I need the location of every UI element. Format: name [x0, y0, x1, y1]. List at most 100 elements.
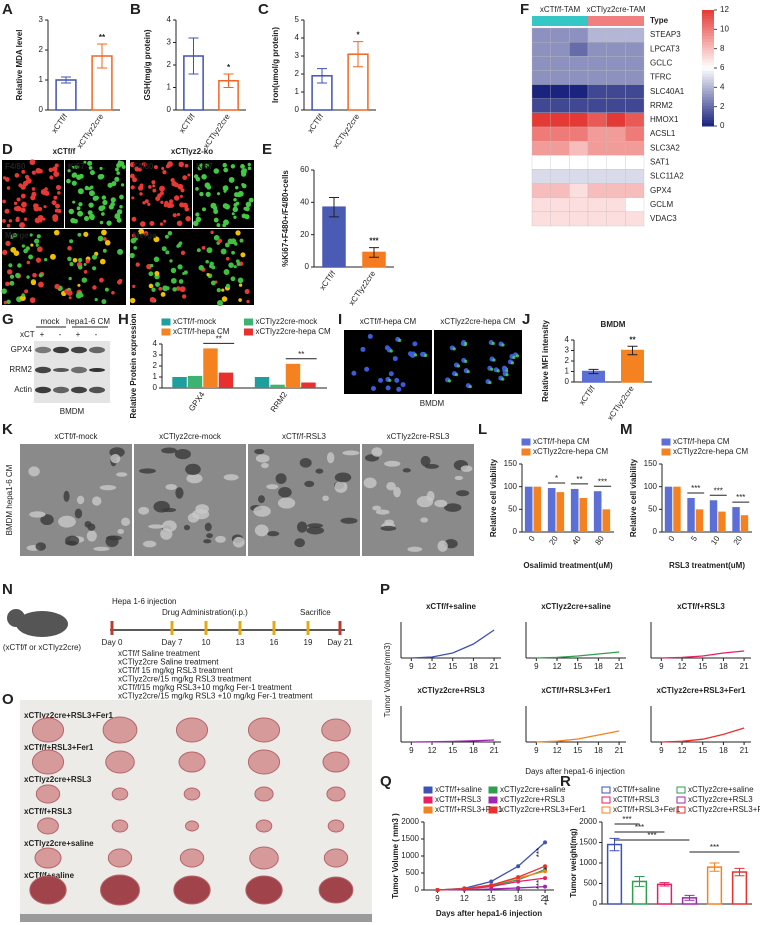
tumor [31, 749, 65, 775]
x-tick-label: 18 [469, 662, 478, 671]
cell [99, 277, 104, 283]
cell [225, 283, 231, 288]
legend-label: xCTf/f+RSL3 [613, 795, 660, 804]
y-tick-label: 0 [653, 527, 658, 536]
x-tick-label: 80 [593, 534, 606, 547]
heat-cell [550, 41, 570, 57]
organelle [455, 490, 470, 497]
x-tick-label: xCTf/f [50, 112, 70, 135]
colorbar-segment [702, 111, 714, 115]
cell [68, 276, 72, 281]
cell [159, 185, 165, 192]
heat-cell [587, 112, 607, 128]
band [71, 366, 87, 374]
error-bar [223, 73, 234, 88]
y-tick-label: 500 [406, 868, 420, 877]
colorbar-segment [702, 21, 714, 25]
y-tick-label: 1 [167, 83, 172, 92]
cell [240, 252, 246, 258]
cell [159, 222, 164, 226]
colorbar-label: 8 [720, 44, 725, 53]
image-title: xCTlyz2cre-mock [159, 432, 222, 441]
error-bar [709, 862, 720, 872]
chart-title: xCTf/f+saline [426, 602, 477, 611]
cell [144, 199, 149, 204]
colorbar-segment [702, 123, 714, 127]
cell [108, 204, 114, 210]
cell [235, 230, 241, 236]
bar [570, 488, 579, 532]
cell [57, 208, 62, 214]
y-axis-label: Relative Protein expression [129, 313, 138, 418]
cell [138, 228, 145, 235]
cell [91, 254, 98, 260]
x-tick-label: 9 [409, 746, 414, 755]
stain [464, 341, 468, 346]
lane-label: hepa1-6 CM [66, 317, 110, 326]
cell [38, 207, 43, 212]
cell [77, 264, 83, 270]
tumor [100, 874, 140, 906]
mouse-icon [16, 611, 68, 637]
y-tick-label: 2000 [401, 817, 419, 826]
cell [104, 239, 111, 246]
cell [222, 223, 227, 228]
cell [37, 214, 44, 221]
x-tick-label: GPX4 [187, 390, 207, 413]
stain [464, 359, 468, 363]
cell [237, 277, 244, 284]
point [435, 888, 440, 892]
y-axis-label: Tumor weight(mg) [569, 828, 578, 898]
cell [216, 223, 221, 227]
cell [30, 243, 34, 247]
tumor [323, 848, 349, 868]
y-tick-label: 150 [504, 459, 518, 468]
legend-swatch [161, 328, 171, 336]
legend-label: xCTf/f+RSL3 [435, 795, 482, 804]
point [489, 886, 494, 891]
cell [29, 297, 36, 304]
ruler [20, 914, 372, 922]
row-label: xCTlyz2cre+RSL3+Fer1 [24, 711, 113, 720]
cell [139, 192, 143, 196]
bar [740, 515, 749, 532]
cell [67, 256, 72, 262]
organelle [139, 468, 156, 474]
cell [149, 296, 156, 303]
y-axis-label: Iron(umol/g protein) [271, 27, 280, 103]
heat-cell [587, 126, 607, 142]
stain [454, 373, 459, 377]
organelle [407, 546, 423, 552]
treatment: xCTlyz2cre/15 mg/kg RSL3 treatment [118, 675, 252, 684]
x-tick-label: 12 [460, 894, 469, 903]
legend-swatch [601, 796, 611, 804]
y-axis-label: Relative cell viability [489, 458, 498, 537]
panel-label: F [520, 1, 529, 18]
day-label: 16 [270, 638, 279, 647]
row-label: GPX4 [650, 186, 672, 195]
heat-cell [606, 98, 626, 114]
heat-cell [587, 56, 607, 71]
bar [656, 883, 673, 905]
column-group-label: xCTf/f-TAM [540, 5, 581, 14]
heat-cell [550, 84, 570, 99]
stain [505, 373, 509, 377]
x-tick-label: 18 [469, 746, 478, 755]
x-tick-label: 15 [573, 746, 582, 755]
y-tick-label: 2000 [579, 817, 597, 826]
cell [77, 188, 84, 195]
colorbar-segment [702, 24, 714, 28]
tumor [255, 819, 273, 833]
cell [5, 281, 10, 287]
y-axis-label: Tumor Volume ( mm3 ) [391, 813, 400, 899]
cell [115, 167, 119, 172]
cell [165, 164, 170, 169]
heat-cell [606, 140, 626, 156]
cell [77, 210, 84, 217]
heat-cell [625, 56, 645, 71]
stain [424, 353, 428, 357]
heat-cell [625, 98, 645, 114]
sign: + [76, 330, 81, 339]
x-tick-label: RRM2 [269, 390, 290, 414]
day-tick [170, 621, 174, 635]
